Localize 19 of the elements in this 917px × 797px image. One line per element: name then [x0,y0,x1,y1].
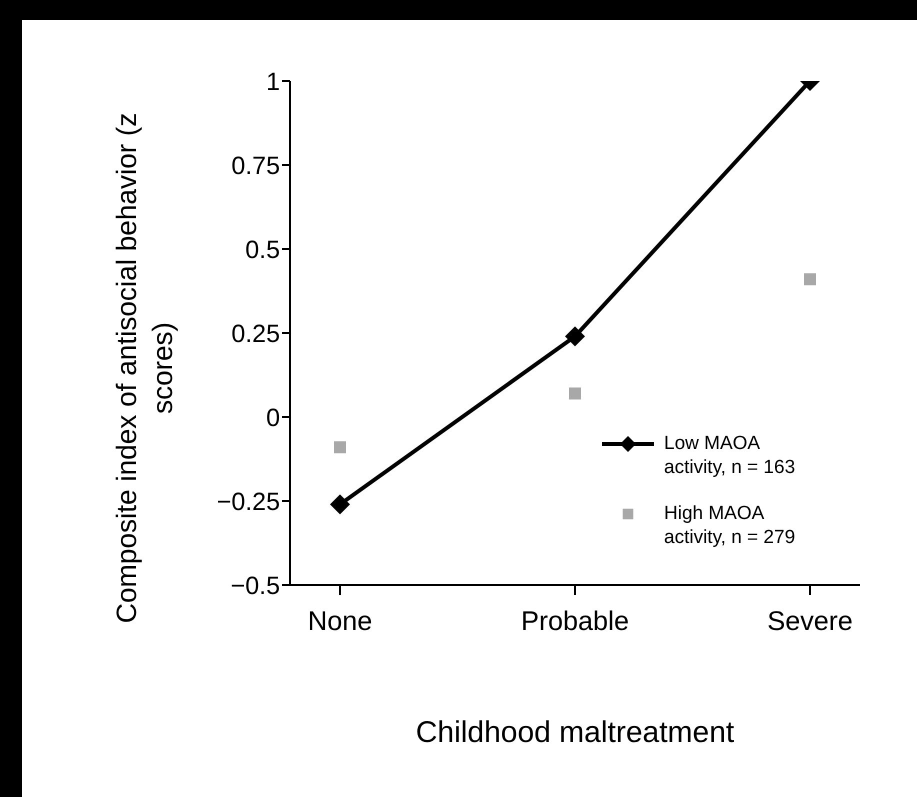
point [330,494,350,514]
point [334,441,346,454]
y-tick-label: −0.5 [230,572,280,600]
y-tick-label: 0.25 [231,320,280,348]
legend-label: High MAOA activity, n = 279 [664,502,796,550]
x-tick-label: Severe [767,606,853,636]
y-tick-label: 0.5 [245,236,280,264]
y-tick-label: 0.75 [231,152,280,180]
y-tick-label: 1 [266,68,280,96]
point [804,273,816,286]
x-tick-label: None [308,606,372,636]
y-axis-title: Composite index of antisocial behavior (z scores) [110,112,179,626]
x-axis-title: Childhood maltreatment [414,716,736,750]
legend-label: Low MAOA activity, n = 163 [664,432,796,480]
x-tick-label: Probable [520,606,630,636]
point [565,326,585,346]
y-tick-label: −0.25 [216,488,280,516]
point [569,387,581,400]
y-tick-label: 0 [266,404,280,432]
